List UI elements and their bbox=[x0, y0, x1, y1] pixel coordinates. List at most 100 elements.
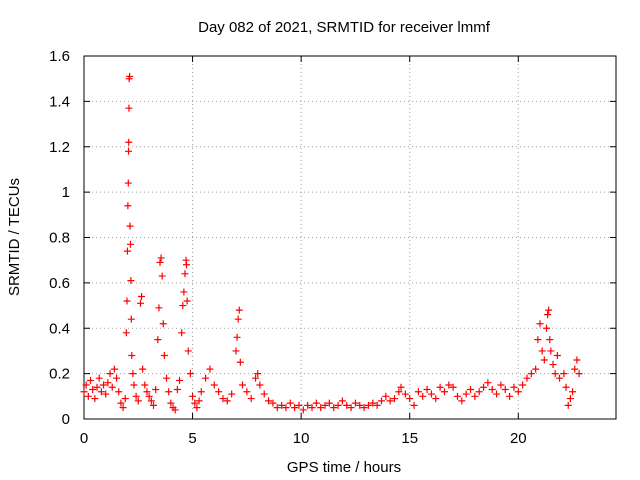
data-point bbox=[265, 397, 273, 405]
x-tick-label: 10 bbox=[293, 430, 310, 447]
data-point bbox=[202, 374, 210, 382]
data-point bbox=[234, 315, 242, 323]
data-point bbox=[254, 370, 262, 378]
data-point bbox=[338, 397, 346, 405]
data-point bbox=[125, 104, 133, 112]
data-point bbox=[93, 383, 101, 391]
data-point bbox=[189, 392, 197, 400]
data-point bbox=[239, 381, 247, 389]
data-point bbox=[243, 388, 251, 396]
data-point bbox=[278, 401, 286, 409]
data-point bbox=[330, 404, 338, 412]
data-point bbox=[538, 347, 546, 355]
x-axis-label: GPS time / hours bbox=[287, 459, 401, 476]
data-point bbox=[121, 395, 129, 403]
data-point bbox=[124, 179, 132, 187]
data-point bbox=[195, 397, 203, 405]
data-point bbox=[343, 401, 351, 409]
y-axis-label: SRMTID / TECUs bbox=[6, 178, 23, 296]
data-point bbox=[534, 336, 542, 344]
data-point bbox=[129, 370, 137, 378]
data-point bbox=[545, 306, 553, 314]
data-point bbox=[395, 388, 403, 396]
data-point bbox=[180, 288, 188, 296]
data-point bbox=[549, 361, 557, 369]
data-point bbox=[159, 320, 167, 328]
data-point bbox=[445, 381, 453, 389]
data-point bbox=[165, 388, 173, 396]
data-point bbox=[82, 381, 90, 389]
data-point bbox=[414, 388, 422, 396]
data-point bbox=[471, 392, 479, 400]
y-tick-label: 1.2 bbox=[49, 139, 70, 156]
data-point bbox=[547, 347, 555, 355]
data-point bbox=[377, 397, 385, 405]
data-point bbox=[360, 404, 368, 412]
data-point bbox=[540, 356, 548, 364]
grid bbox=[84, 56, 616, 419]
data-point bbox=[210, 381, 218, 389]
data-point bbox=[155, 304, 163, 312]
data-point bbox=[127, 277, 135, 285]
data-point bbox=[247, 395, 255, 403]
data-point bbox=[176, 376, 184, 384]
data-point bbox=[236, 358, 244, 366]
data-point bbox=[334, 401, 342, 409]
data-point bbox=[308, 404, 316, 412]
data-point bbox=[493, 390, 501, 398]
data-point bbox=[181, 270, 189, 278]
data-point bbox=[123, 247, 131, 255]
data-point bbox=[401, 390, 409, 398]
data-point bbox=[179, 302, 187, 310]
data-point bbox=[480, 383, 488, 391]
data-point bbox=[475, 388, 483, 396]
data-point bbox=[566, 395, 574, 403]
data-point bbox=[235, 306, 243, 314]
data-point bbox=[147, 397, 155, 405]
data-point bbox=[449, 383, 457, 391]
data-point bbox=[193, 404, 201, 412]
data-point bbox=[406, 395, 414, 403]
data-point bbox=[87, 376, 95, 384]
data-point bbox=[569, 388, 577, 396]
y-tick-label: 1.6 bbox=[49, 48, 70, 65]
y-tick-label: 0.8 bbox=[49, 230, 70, 247]
data-point bbox=[108, 383, 116, 391]
data-point bbox=[128, 351, 136, 359]
data-point bbox=[97, 388, 105, 396]
data-point bbox=[233, 333, 241, 341]
data-point bbox=[206, 365, 214, 373]
data-point bbox=[117, 399, 125, 407]
data-point bbox=[139, 365, 147, 373]
data-point bbox=[382, 392, 390, 400]
data-points bbox=[80, 72, 583, 414]
data-point bbox=[536, 320, 544, 328]
data-point bbox=[149, 401, 157, 409]
chart-title: Day 082 of 2021, SRMTID for receiver lmm… bbox=[198, 19, 491, 36]
data-point bbox=[458, 397, 466, 405]
data-point bbox=[126, 240, 134, 248]
data-point bbox=[556, 374, 564, 382]
data-point bbox=[351, 399, 359, 407]
data-point bbox=[115, 388, 123, 396]
y-tick-label: 1.4 bbox=[49, 93, 70, 110]
data-point bbox=[167, 399, 175, 407]
data-point bbox=[497, 381, 505, 389]
data-point bbox=[145, 392, 153, 400]
data-point bbox=[453, 392, 461, 400]
data-point bbox=[347, 404, 355, 412]
data-point bbox=[321, 401, 329, 409]
data-point bbox=[295, 401, 303, 409]
x-tick-label: 5 bbox=[188, 430, 196, 447]
data-point bbox=[325, 399, 333, 407]
data-point bbox=[126, 72, 134, 80]
data-point bbox=[282, 404, 290, 412]
y-tick-label: 1 bbox=[62, 184, 70, 201]
data-point bbox=[391, 395, 399, 403]
data-point bbox=[560, 370, 568, 378]
data-point bbox=[184, 347, 192, 355]
data-point bbox=[553, 351, 561, 359]
data-point bbox=[141, 381, 149, 389]
data-point bbox=[304, 401, 312, 409]
